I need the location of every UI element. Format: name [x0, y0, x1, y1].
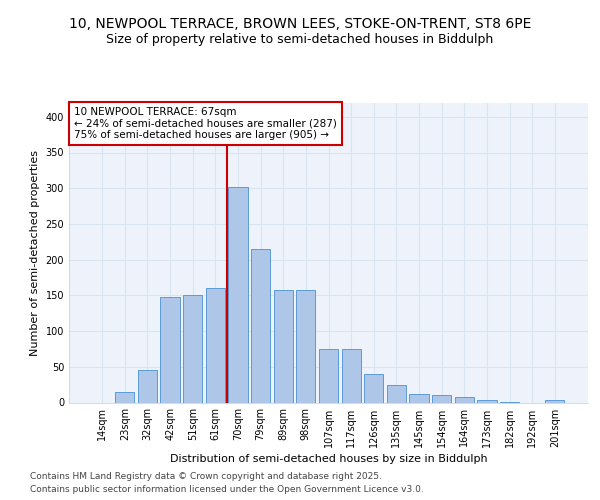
Text: 10 NEWPOOL TERRACE: 67sqm
← 24% of semi-detached houses are smaller (287)
75% of: 10 NEWPOOL TERRACE: 67sqm ← 24% of semi-… — [74, 107, 337, 140]
Bar — [455, 397, 474, 402]
Bar — [432, 396, 451, 402]
Bar — [229, 187, 248, 402]
X-axis label: Distribution of semi-detached houses by size in Biddulph: Distribution of semi-detached houses by … — [170, 454, 487, 464]
Y-axis label: Number of semi-detached properties: Number of semi-detached properties — [30, 150, 40, 356]
Text: 10, NEWPOOL TERRACE, BROWN LEES, STOKE-ON-TRENT, ST8 6PE: 10, NEWPOOL TERRACE, BROWN LEES, STOKE-O… — [69, 18, 531, 32]
Bar — [477, 400, 497, 402]
Bar — [364, 374, 383, 402]
Bar — [341, 349, 361, 403]
Bar — [251, 249, 270, 402]
Text: Contains HM Land Registry data © Crown copyright and database right 2025.: Contains HM Land Registry data © Crown c… — [30, 472, 382, 481]
Bar — [387, 384, 406, 402]
Bar — [409, 394, 428, 402]
Bar — [160, 297, 180, 403]
Bar — [296, 290, 316, 403]
Text: Contains public sector information licensed under the Open Government Licence v3: Contains public sector information licen… — [30, 485, 424, 494]
Bar — [115, 392, 134, 402]
Bar — [545, 400, 565, 402]
Bar — [319, 349, 338, 403]
Bar — [274, 290, 293, 403]
Text: Size of property relative to semi-detached houses in Biddulph: Size of property relative to semi-detach… — [106, 32, 494, 46]
Bar — [138, 370, 157, 402]
Bar — [206, 288, 225, 403]
Bar — [183, 296, 202, 403]
